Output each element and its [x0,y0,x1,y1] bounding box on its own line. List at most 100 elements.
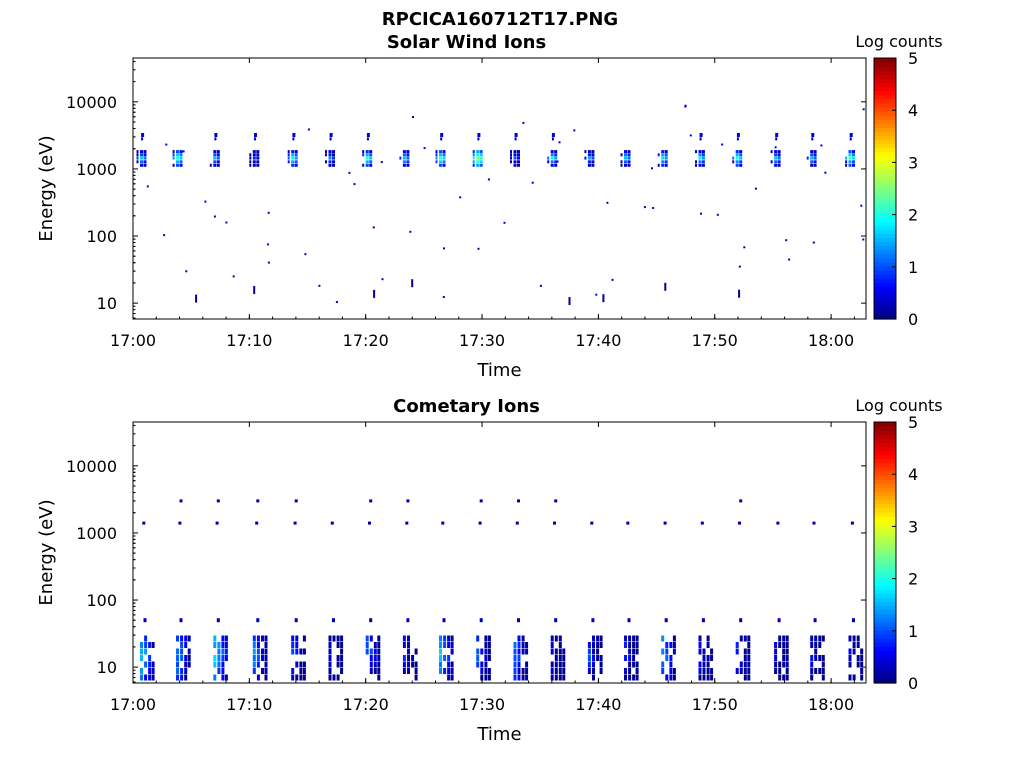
heatmap-cell [148,655,152,661]
heatmap-cell [695,160,697,164]
heatmap-cell [624,635,627,642]
heatmap-cell [221,655,225,661]
heatmap-cell [142,521,146,525]
heatmap-cell [264,648,268,655]
heatmap-cell [373,668,377,674]
heatmap-cell [439,160,442,164]
heatmap-cell [813,156,817,160]
heatmap-cell [698,150,702,154]
heatmap-cell [365,153,369,157]
heatmap-cell [587,160,591,164]
heatmap-cell [221,642,225,648]
heatmap-cell [369,668,373,674]
colorbar-segment [874,58,896,63]
heatmap-cell [624,642,627,648]
colorbar-tick-label: 1 [908,258,918,277]
heatmap-cell [217,642,221,648]
heatmap-cell [180,655,184,661]
heatmap-cell [811,133,815,137]
heatmap-cell [818,655,822,661]
heatmap-cell [620,153,623,157]
heatmap-cell [484,661,488,668]
heatmap-cell [252,150,256,154]
heatmap-cell [706,668,710,674]
heatmap-cell [402,661,406,668]
heatmap-cell [336,661,340,668]
heatmap-cell [672,668,676,674]
heatmap-cell [595,293,598,296]
heatmap-cell [632,648,636,655]
heatmap-cell [517,150,520,154]
heatmap-cell [362,163,365,167]
heatmap-cell [369,661,373,668]
heatmap-cell [856,635,860,642]
heatmap-cell [521,668,525,674]
heatmap-cell [325,150,327,154]
heatmap-cell [353,183,356,186]
heatmap-cell [562,655,566,661]
heatmap-cell [627,150,631,154]
heatmap-cell [657,163,660,167]
heatmap-cell [672,648,676,655]
heatmap-cell [624,674,627,681]
heatmap-cell [335,301,338,303]
heatmap-cell [232,275,235,278]
colorbar-segment [874,576,896,582]
heatmap-cell [632,655,636,661]
heatmap-cell [702,668,706,674]
heatmap-cell [558,655,562,661]
heatmap-cell [179,160,183,164]
x-tick-label: 17:10 [226,331,272,350]
heatmap-cell [402,160,406,164]
heatmap-cell [406,150,410,154]
heatmap-cell [261,668,264,674]
heatmap-cell [525,674,529,681]
heatmap-cell [848,153,852,157]
heatmap-cell [179,163,183,167]
heatmap-cell [665,642,669,648]
heatmap-cell [340,668,344,674]
colorbar-segment [874,483,896,488]
x-tick-label: 17:20 [343,695,389,714]
heatmap-cell [810,153,814,157]
heatmap-cell [845,163,848,167]
heatmap-cell [336,655,340,661]
heatmap-cell [628,642,632,648]
heatmap-cell [442,618,446,623]
heatmap-cell [747,668,751,674]
heatmap-cell [224,674,228,681]
heatmap-cell [821,668,825,674]
colorbar-segment [874,241,896,247]
heatmap-cell [699,137,702,141]
colorbar-segment [874,278,896,283]
colorbar-segment [874,458,896,464]
heatmap-cell [513,150,517,154]
heatmap-cell [176,153,179,157]
heatmap-cell [525,668,529,674]
colorbar-segment [874,66,896,71]
heatmap-cell [144,648,148,655]
heatmap-cell [221,648,225,655]
heatmap-cell [144,674,148,681]
heatmap-cell [163,234,166,237]
colorbar-segment [874,127,896,133]
heatmap-cell [484,674,488,681]
colorbar-segment [874,212,896,218]
heatmap-cell [407,635,410,642]
heatmap-cell [554,618,558,623]
colorbar-segment [874,519,896,525]
heatmap-cell [476,635,480,642]
colorbar-segment [874,613,896,619]
heatmap-cell [136,150,139,154]
heatmap-cell [602,294,605,303]
heatmap-cell [143,156,147,160]
heatmap-cell [369,648,373,655]
heatmap-cell [587,655,591,661]
heatmap-cell [739,160,743,164]
heatmap-cell [439,156,442,160]
heatmap-cell [702,674,706,681]
heatmap-cell [732,156,735,160]
heatmap-cell [592,642,595,648]
heatmap-cell [669,661,673,668]
